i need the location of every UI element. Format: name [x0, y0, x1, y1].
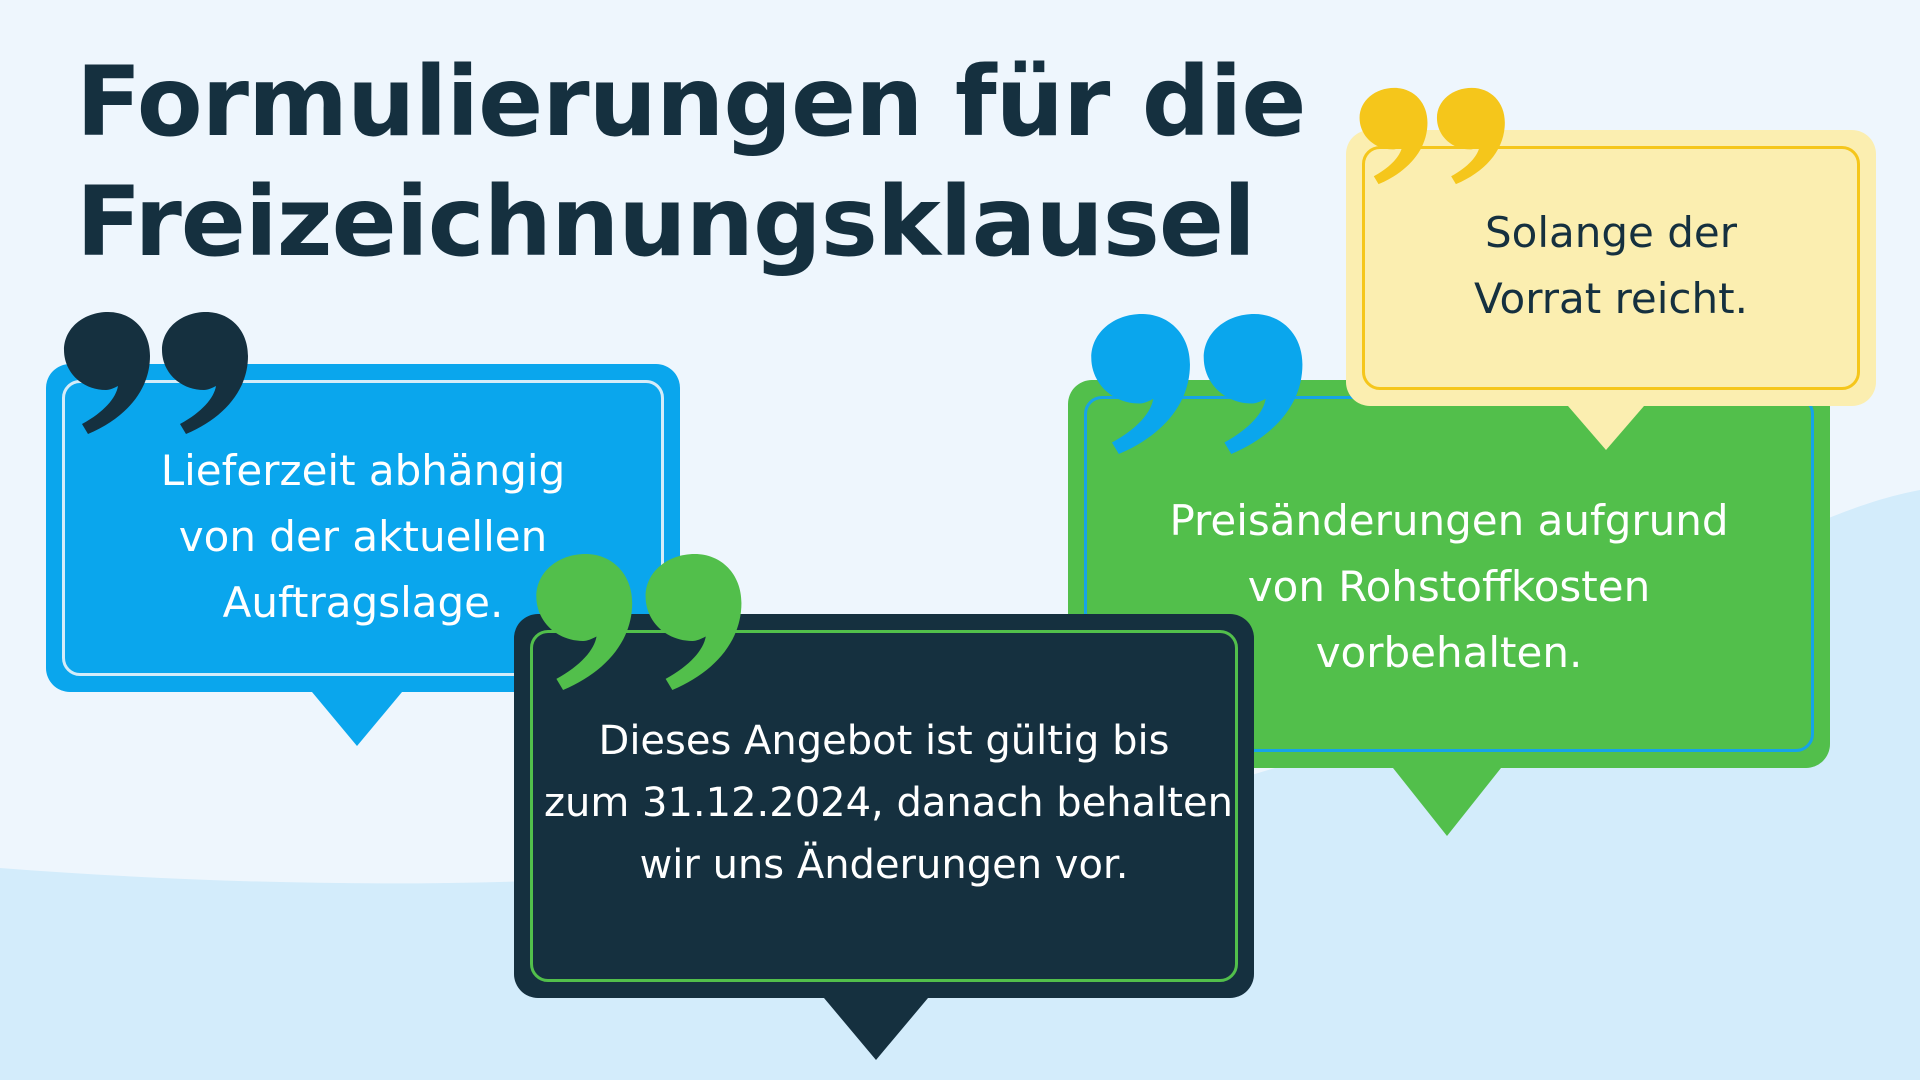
speech-bubble-vorrat: Solange der Vorrat reicht. — [1346, 130, 1876, 450]
bubble-text-line: vorbehalten. — [1315, 628, 1583, 677]
quote-mark-icon — [1091, 314, 1303, 454]
bubble-text-line: von Rohstoffkosten — [1247, 562, 1651, 611]
quote-mark-icon — [1359, 87, 1505, 185]
bubble-inner-border — [1362, 146, 1860, 390]
bubble-tail — [824, 998, 928, 1060]
title-line-2: Freizeichnungsklausel — [76, 166, 1256, 278]
bubble-text-line: Preisänderungen aufgrund — [1169, 496, 1729, 545]
bubble-text: Dieses Angebot ist gültig bis zum 31.12.… — [544, 710, 1233, 896]
bubble-background — [514, 614, 1254, 998]
quote-mark-icon — [64, 312, 248, 434]
bubble-text-line: Dieses Angebot ist gültig bis — [598, 718, 1170, 764]
bubble-tail — [1393, 768, 1501, 836]
bubble-text: Lieferzeit abhängig von der aktuellen Au… — [76, 438, 650, 636]
speech-bubble-angebot: Dieses Angebot ist gültig bis zum 31.12.… — [514, 614, 1254, 1060]
quote-mark-icon — [536, 554, 742, 690]
bubble-text-line: Vorrat reicht. — [1474, 274, 1748, 323]
bubble-text: Solange der Vorrat reicht. — [1376, 200, 1846, 332]
bubble-text-line: von der aktuellen — [178, 512, 548, 561]
bubble-text-line: Solange der — [1485, 208, 1737, 257]
bubble-tail — [1568, 406, 1644, 450]
bubble-inner-border — [62, 380, 664, 676]
bubble-text-line: Auftragslage. — [222, 578, 504, 627]
speech-bubble-preisaenderungen: Preisänderungen aufgrund von Rohstoffkos… — [1068, 380, 1830, 836]
bubble-text-line: zum 31.12.2024, danach behalten — [544, 780, 1233, 826]
title-line-1: Formulierungen für die — [76, 46, 1307, 158]
bubble-inner-border — [530, 630, 1238, 982]
bubble-background — [1346, 130, 1876, 406]
bubble-text-line: wir uns Änderungen vor. — [639, 842, 1129, 888]
bubble-text-line: Lieferzeit abhängig — [160, 446, 566, 495]
page-title: Formulierungen für die Freizeichnungskla… — [76, 42, 1307, 282]
speech-bubble-lieferzeit: Lieferzeit abhängig von der aktuellen Au… — [46, 364, 680, 746]
bubble-text: Preisänderungen aufgrund von Rohstoffkos… — [1098, 488, 1800, 686]
bubble-tail — [312, 692, 402, 746]
